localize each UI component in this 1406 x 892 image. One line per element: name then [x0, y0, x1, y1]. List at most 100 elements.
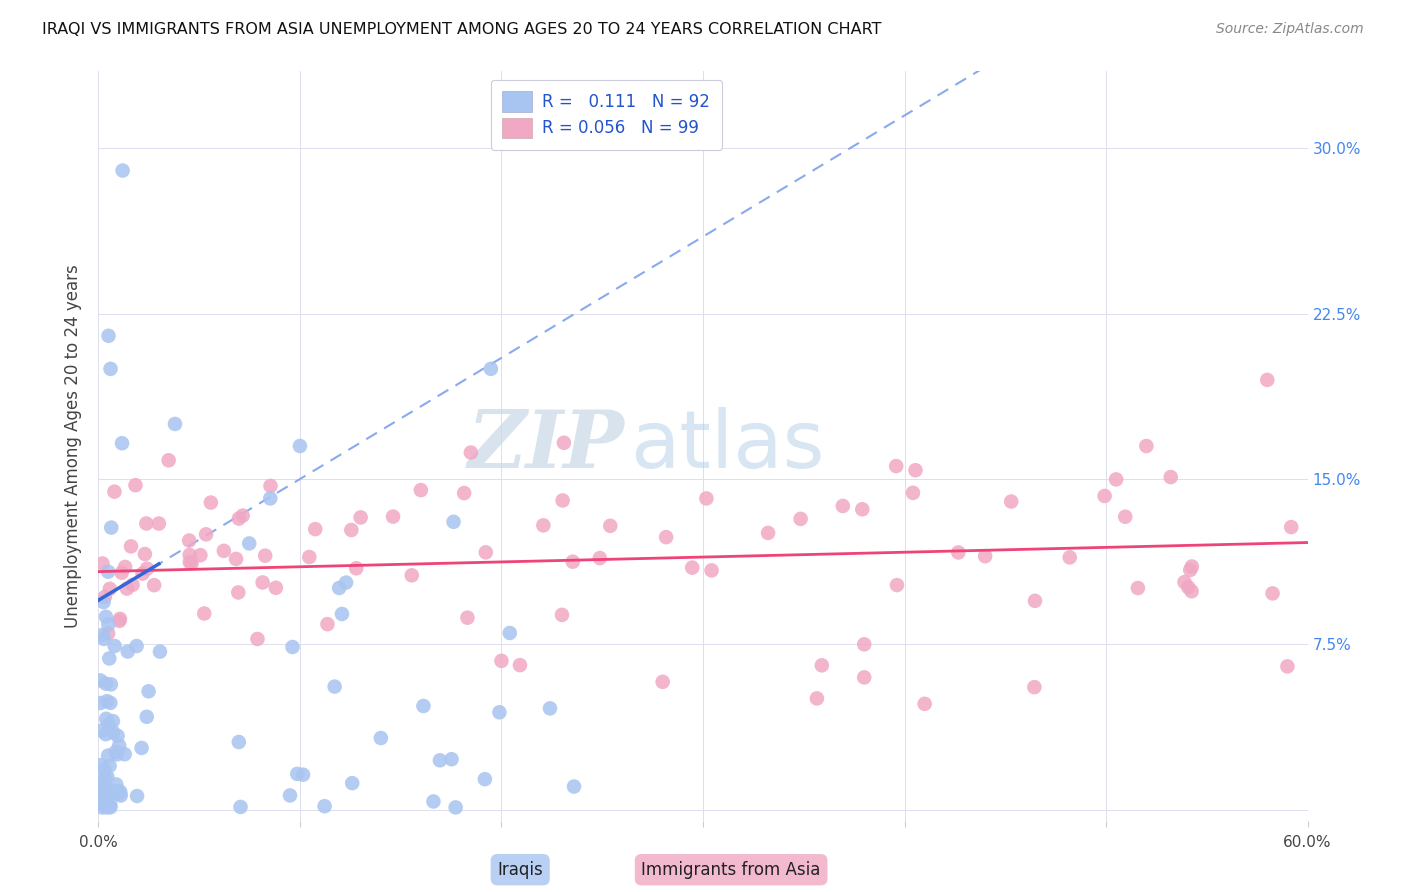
- Point: [111, 163, 134, 178]
- Point: [853, 637, 876, 651]
- Point: [104, 639, 127, 653]
- Point: [114, 747, 136, 762]
- Point: [254, 549, 277, 563]
- Point: [1160, 470, 1182, 484]
- Point: [136, 562, 159, 576]
- Point: [89, 758, 111, 772]
- Point: [190, 548, 212, 562]
- Point: [1256, 373, 1278, 387]
- Point: [91, 784, 114, 798]
- Point: [948, 545, 970, 559]
- Point: [127, 789, 149, 803]
- Point: [475, 545, 498, 559]
- Point: [94, 590, 117, 604]
- Point: [103, 484, 125, 499]
- Legend: R =   0.111   N = 92, R = 0.056   N = 99: R = 0.111 N = 92, R = 0.056 N = 99: [491, 79, 721, 150]
- Point: [108, 614, 131, 628]
- Point: [695, 491, 717, 506]
- Point: [179, 555, 201, 569]
- Point: [589, 551, 612, 566]
- Point: [316, 617, 339, 632]
- Point: [97, 748, 120, 763]
- Point: [94, 609, 117, 624]
- Point: [228, 735, 250, 749]
- Point: [89, 797, 111, 811]
- Point: [117, 644, 139, 658]
- Point: [1024, 680, 1046, 694]
- Point: [131, 740, 153, 755]
- Point: [134, 547, 156, 561]
- Point: [100, 362, 122, 376]
- Point: [453, 486, 475, 500]
- Point: [491, 654, 513, 668]
- Point: [1094, 489, 1116, 503]
- Point: [1114, 509, 1136, 524]
- Point: [1181, 559, 1204, 574]
- Point: [655, 530, 678, 544]
- Point: [91, 628, 114, 642]
- Point: [96, 770, 118, 784]
- Point: [811, 658, 834, 673]
- Point: [97, 565, 120, 579]
- Point: [97, 718, 120, 732]
- Point: [314, 799, 336, 814]
- Point: [551, 493, 574, 508]
- Point: [110, 789, 132, 803]
- Point: [96, 799, 118, 814]
- Point: [342, 776, 364, 790]
- Point: [651, 674, 673, 689]
- Point: [1261, 586, 1284, 600]
- Point: [401, 568, 423, 582]
- Point: [350, 510, 373, 524]
- Point: [97, 328, 120, 343]
- Point: [1126, 581, 1149, 595]
- Point: [479, 362, 502, 376]
- Point: [157, 453, 180, 467]
- Point: [115, 582, 138, 596]
- Point: [1135, 439, 1157, 453]
- Point: [226, 585, 249, 599]
- Point: [700, 563, 723, 577]
- Point: [440, 752, 463, 766]
- Point: [853, 670, 876, 684]
- Point: [89, 696, 111, 710]
- Point: [561, 555, 583, 569]
- Point: [531, 518, 554, 533]
- Point: [180, 556, 202, 570]
- Point: [143, 578, 166, 592]
- Point: [107, 787, 129, 801]
- Point: [443, 515, 465, 529]
- Point: [195, 527, 218, 541]
- Point: [138, 684, 160, 698]
- Point: [101, 714, 124, 728]
- Point: [335, 575, 357, 590]
- Point: [98, 582, 121, 596]
- Point: [120, 540, 142, 554]
- Point: [278, 789, 301, 803]
- Point: [228, 511, 250, 525]
- Point: [259, 491, 281, 506]
- Point: [285, 767, 308, 781]
- Point: [121, 578, 143, 592]
- Point: [429, 753, 451, 767]
- Point: [104, 745, 127, 759]
- Point: [98, 787, 121, 801]
- Point: [108, 784, 131, 798]
- Point: [89, 789, 111, 803]
- Point: [149, 645, 172, 659]
- Point: [97, 617, 120, 632]
- Text: Iraqis: Iraqis: [498, 861, 543, 879]
- Point: [474, 772, 496, 786]
- Point: [108, 739, 131, 753]
- Point: [681, 560, 703, 574]
- Point: [225, 552, 247, 566]
- Point: [904, 463, 927, 477]
- Text: Source: ZipAtlas.com: Source: ZipAtlas.com: [1216, 22, 1364, 37]
- Point: [806, 691, 828, 706]
- Point: [93, 796, 115, 810]
- Point: [105, 747, 128, 762]
- Point: [135, 516, 157, 531]
- Point: [90, 723, 112, 738]
- Point: [98, 651, 121, 665]
- Point: [93, 771, 115, 785]
